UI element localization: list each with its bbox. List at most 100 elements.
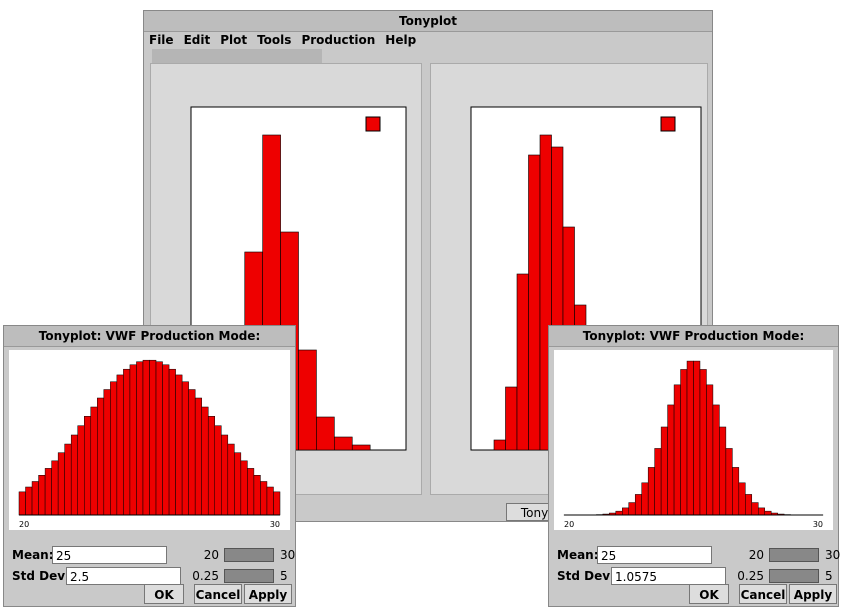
dialog: Tonyplot: VWF Production Mode: Distribut… — [548, 325, 841, 607]
density-bar — [719, 426, 727, 516]
density-bar — [732, 467, 740, 516]
density-bar — [70, 434, 78, 516]
range-min: 20 — [748, 548, 764, 562]
bar — [516, 273, 529, 451]
text-field[interactable]: 2.5 — [66, 567, 181, 585]
slider[interactable] — [224, 569, 274, 583]
x-tick-label: 20 — [19, 520, 29, 529]
density-bar — [64, 443, 72, 516]
density-bar — [673, 384, 681, 516]
button[interactable]: Cancel — [739, 584, 787, 604]
density-bar — [764, 510, 772, 516]
slider[interactable] — [769, 548, 819, 562]
density-bar — [136, 361, 144, 516]
density-bar — [181, 381, 189, 516]
density-bar — [57, 452, 65, 516]
density-bar — [693, 360, 701, 516]
range-min: 0.25 — [192, 569, 219, 583]
density-bar — [84, 416, 92, 516]
dialog: Tonyplot: VWF Production Mode: Distribut… — [3, 325, 296, 607]
density-bar — [758, 507, 765, 516]
density-bar — [175, 374, 183, 516]
density-bar — [97, 397, 105, 516]
density-bar — [149, 359, 157, 516]
density-bar — [227, 443, 235, 516]
range-max: 5 — [825, 569, 833, 583]
density-bar — [634, 494, 642, 516]
window-title: Tonyplot — [144, 11, 712, 32]
density-bar — [110, 381, 118, 516]
menu-item[interactable]: Help — [385, 33, 417, 47]
menu-bar: File Edit Plot Tools Production Help — [144, 32, 712, 48]
density-bar — [129, 364, 137, 516]
density-bar — [194, 397, 202, 516]
menu-item[interactable]: File — [149, 33, 174, 47]
bar — [298, 349, 317, 451]
text-field[interactable]: 25 — [52, 546, 167, 564]
field-label: Std Dev: — [12, 569, 70, 583]
density-bar — [273, 491, 281, 516]
density-bar — [240, 460, 248, 516]
button[interactable]: OK — [144, 584, 184, 604]
density-bar — [699, 369, 707, 516]
density-bar — [90, 406, 98, 516]
density-bar — [712, 404, 720, 516]
density-bar — [142, 359, 150, 516]
distribution-plot: 20 30 — [554, 350, 833, 530]
density-bar — [622, 507, 630, 516]
density-bar — [654, 448, 662, 516]
legend-swatch — [660, 116, 676, 132]
range-max: 5 — [280, 569, 288, 583]
menu-item[interactable]: Edit — [183, 33, 211, 47]
range-max: 30 — [280, 548, 296, 562]
legend-swatch — [365, 116, 381, 132]
field-label: Mean: — [12, 548, 54, 562]
bar — [528, 154, 541, 451]
density-bar — [686, 360, 694, 516]
main-window: Tonyplot File Edit Plot Tools Production Help… — [143, 10, 713, 522]
range-max: 30 — [825, 548, 841, 562]
density-bar — [680, 369, 688, 516]
dialog-title: Tonyplot: VWF Production Mode: Distribut… — [4, 326, 295, 363]
slider[interactable] — [769, 569, 819, 583]
button[interactable]: Apply — [244, 584, 292, 604]
density-bar — [155, 361, 163, 516]
text-field[interactable]: 25 — [597, 546, 712, 564]
button[interactable]: OK — [689, 584, 729, 604]
density-bar — [260, 481, 268, 516]
menu-item[interactable]: Tools — [257, 33, 292, 47]
density-bar — [31, 481, 39, 516]
dialog-title: Tonyplot: VWF Production Mode: Distribut… — [549, 326, 838, 363]
x-tick-label: 30 — [813, 520, 823, 529]
density-bar — [745, 494, 753, 516]
density-bar — [253, 475, 261, 516]
menu-item[interactable]: Production — [301, 33, 376, 47]
density-bar — [207, 416, 216, 516]
button[interactable]: Cancel — [194, 584, 242, 604]
density-bar — [214, 425, 222, 516]
density-bar — [615, 510, 623, 516]
distribution-plot: 20 30 — [9, 350, 290, 530]
density-bar — [162, 364, 170, 516]
bar — [351, 444, 371, 451]
button[interactable]: Apply — [789, 584, 837, 604]
density-bar — [660, 426, 668, 516]
density-bar — [168, 368, 176, 516]
text-field[interactable]: 1.0575 — [611, 567, 726, 585]
range-min: 0.25 — [737, 569, 764, 583]
density-bar — [234, 452, 242, 516]
bar — [493, 439, 506, 451]
menu-item[interactable]: Plot — [220, 33, 248, 47]
density-bar — [18, 491, 26, 516]
field-label: Std Dev: — [557, 569, 615, 583]
toolbar — [152, 49, 322, 63]
density-bar — [706, 384, 714, 516]
density-bar — [116, 374, 124, 516]
bar — [505, 386, 518, 451]
range-min: 20 — [203, 548, 219, 562]
slider[interactable] — [224, 548, 274, 562]
density-bar — [738, 482, 746, 516]
density-bar — [266, 486, 274, 516]
density-bar — [103, 389, 111, 516]
